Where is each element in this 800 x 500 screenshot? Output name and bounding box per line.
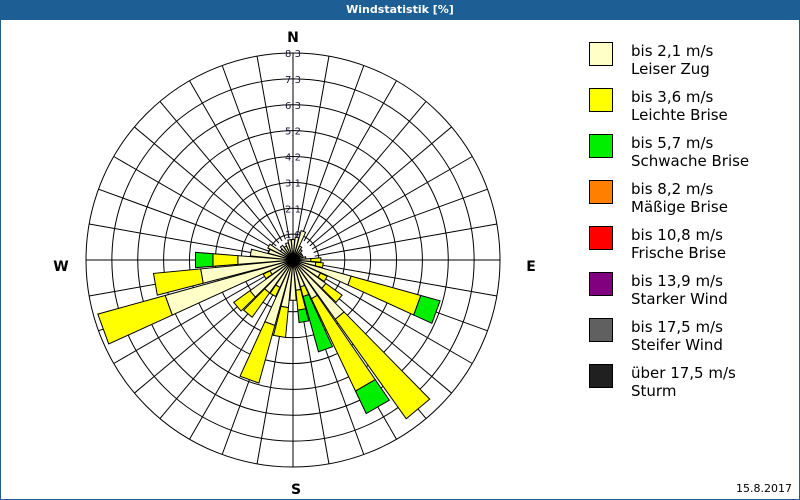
ring-label: 4,2 [285, 153, 301, 164]
legend-label: bis 10,8 m/s Frische Brise [631, 226, 727, 262]
rose-bar-segment [302, 293, 334, 353]
legend-label: bis 3,6 m/s Leichte Brise [631, 88, 728, 124]
chart-title: Windstatistik [%] [0, 0, 800, 20]
grid-spoke [313, 188, 488, 253]
rose-bar-segment [239, 321, 276, 384]
legend-swatch [589, 88, 613, 112]
grid-spoke [189, 80, 283, 242]
grid-spoke [306, 101, 427, 244]
rose-bar-segment [413, 294, 441, 324]
compass-label: W [53, 259, 68, 275]
rose-bar-segment [242, 288, 271, 318]
rose-bar-segment [354, 378, 391, 415]
grid-spoke [303, 80, 397, 242]
ring-label: 6,3 [285, 101, 301, 112]
legend-swatch [589, 272, 613, 296]
date-label: 15.8.2017 [736, 482, 792, 495]
legend-swatch [589, 364, 613, 388]
rose-bar-segment [297, 308, 310, 324]
grid-spoke [159, 101, 280, 244]
ring-label: 7,3 [285, 75, 301, 86]
rose-bar-segment [152, 268, 204, 296]
legend-label: bis 8,2 m/s Mäßige Brise [631, 180, 728, 216]
grid-spoke [300, 65, 365, 240]
legend-label: bis 17,5 m/s Steifer Wind [631, 318, 723, 354]
ring-label: 1,0 [285, 230, 301, 241]
legend-label: über 17,5 m/s Sturm [631, 364, 736, 400]
rose-bar-segment [269, 284, 281, 298]
rose-bar-segment [262, 270, 273, 280]
grid-spoke [89, 223, 272, 257]
grid-spoke [256, 56, 290, 239]
rose-bar-segment [321, 282, 343, 304]
ring-label: 8,3 [285, 49, 301, 60]
rose-bar-segment [97, 294, 173, 345]
rose-bar-segment [195, 251, 214, 269]
grid-spoke [113, 270, 275, 364]
rose-bar-segment [334, 311, 431, 420]
ring-label: 2,1 [285, 204, 301, 215]
rose-bar-segment [317, 272, 328, 283]
legend-label: bis 5,7 m/s Schwache Brise [631, 134, 750, 170]
grid-spoke [221, 65, 286, 240]
grid-spoke [311, 270, 473, 364]
legend-swatch [589, 318, 613, 342]
compass-label: N [287, 30, 299, 46]
legend-label: bis 13,9 m/s Starker Wind [631, 272, 728, 308]
rose-bar-segment [272, 305, 289, 339]
legend-swatch [589, 226, 613, 250]
rose-bar-segment [212, 253, 239, 267]
center-hub [288, 255, 298, 265]
rose-bar-segment [232, 290, 256, 312]
grid-spoke [309, 126, 452, 247]
compass-label: S [291, 482, 301, 498]
grid-spoke [113, 156, 275, 250]
legend-swatch [589, 180, 613, 204]
grid-spoke [296, 56, 330, 239]
ring-label: 3,1 [285, 178, 301, 189]
grid-spoke [314, 263, 497, 297]
grid-spoke [314, 223, 497, 257]
grid-spoke [98, 188, 273, 253]
legend-label: bis 2,1 m/s Leiser Zug [631, 42, 714, 78]
grid-spoke [134, 126, 277, 247]
legend-swatch [589, 134, 613, 158]
ring-label: 5,2 [285, 127, 301, 138]
compass-label: E [526, 259, 536, 275]
grid-spoke [311, 156, 473, 250]
grid-spoke [189, 278, 283, 440]
legend-swatch [589, 42, 613, 66]
